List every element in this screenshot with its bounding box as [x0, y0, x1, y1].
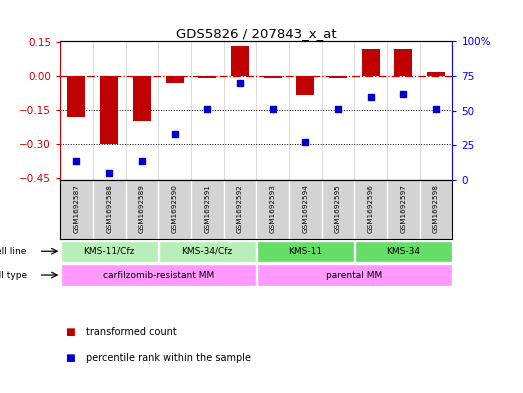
- Bar: [133, 76, 151, 121]
- Text: parental MM: parental MM: [326, 270, 382, 279]
- FancyBboxPatch shape: [257, 264, 452, 286]
- Bar: [329, 76, 347, 79]
- Bar: [100, 76, 118, 144]
- Text: transformed count: transformed count: [86, 327, 177, 337]
- Bar: [427, 72, 445, 76]
- Text: KMS-11/Cfz: KMS-11/Cfz: [84, 247, 135, 256]
- FancyBboxPatch shape: [257, 241, 354, 262]
- Text: GSM1692588: GSM1692588: [106, 184, 112, 233]
- Bar: [297, 76, 314, 95]
- Point: [236, 80, 244, 86]
- Bar: [362, 49, 380, 76]
- Text: GSM1692594: GSM1692594: [302, 184, 308, 233]
- Bar: [67, 76, 85, 117]
- Text: KMS-34: KMS-34: [386, 247, 420, 256]
- Point: [399, 91, 407, 97]
- FancyBboxPatch shape: [355, 241, 452, 262]
- Bar: [198, 76, 216, 79]
- Point: [301, 140, 310, 146]
- Text: GSM1692591: GSM1692591: [204, 184, 210, 233]
- Text: GSM1692593: GSM1692593: [270, 184, 276, 233]
- Text: GSM1692596: GSM1692596: [368, 184, 373, 233]
- Text: percentile rank within the sample: percentile rank within the sample: [86, 353, 251, 363]
- Point: [203, 106, 211, 112]
- Point: [105, 170, 113, 176]
- Text: KMS-11: KMS-11: [288, 247, 322, 256]
- Text: GSM1692590: GSM1692590: [172, 184, 177, 233]
- Text: cell type: cell type: [0, 270, 27, 279]
- Point: [367, 94, 375, 100]
- Text: carfilzomib-resistant MM: carfilzomib-resistant MM: [103, 270, 214, 279]
- Text: ■: ■: [65, 327, 75, 337]
- Point: [268, 106, 277, 112]
- Bar: [166, 76, 184, 83]
- Text: GSM1692592: GSM1692592: [237, 184, 243, 233]
- FancyBboxPatch shape: [61, 264, 256, 286]
- Text: cell line: cell line: [0, 247, 27, 256]
- FancyBboxPatch shape: [159, 241, 256, 262]
- FancyBboxPatch shape: [61, 241, 157, 262]
- Title: GDS5826 / 207843_x_at: GDS5826 / 207843_x_at: [176, 27, 337, 40]
- Text: ■: ■: [65, 353, 75, 363]
- Text: GSM1692597: GSM1692597: [401, 184, 406, 233]
- Text: KMS-34/Cfz: KMS-34/Cfz: [181, 247, 233, 256]
- Point: [138, 157, 146, 163]
- Point: [334, 106, 342, 112]
- Text: GSM1692598: GSM1692598: [433, 184, 439, 233]
- Point: [72, 157, 81, 163]
- Text: GSM1692589: GSM1692589: [139, 184, 145, 233]
- Text: GSM1692595: GSM1692595: [335, 184, 341, 233]
- Text: GSM1692587: GSM1692587: [74, 184, 79, 233]
- Bar: [394, 49, 412, 76]
- Point: [432, 106, 440, 112]
- Bar: [264, 76, 281, 79]
- Point: [170, 131, 179, 137]
- Bar: [231, 46, 249, 76]
